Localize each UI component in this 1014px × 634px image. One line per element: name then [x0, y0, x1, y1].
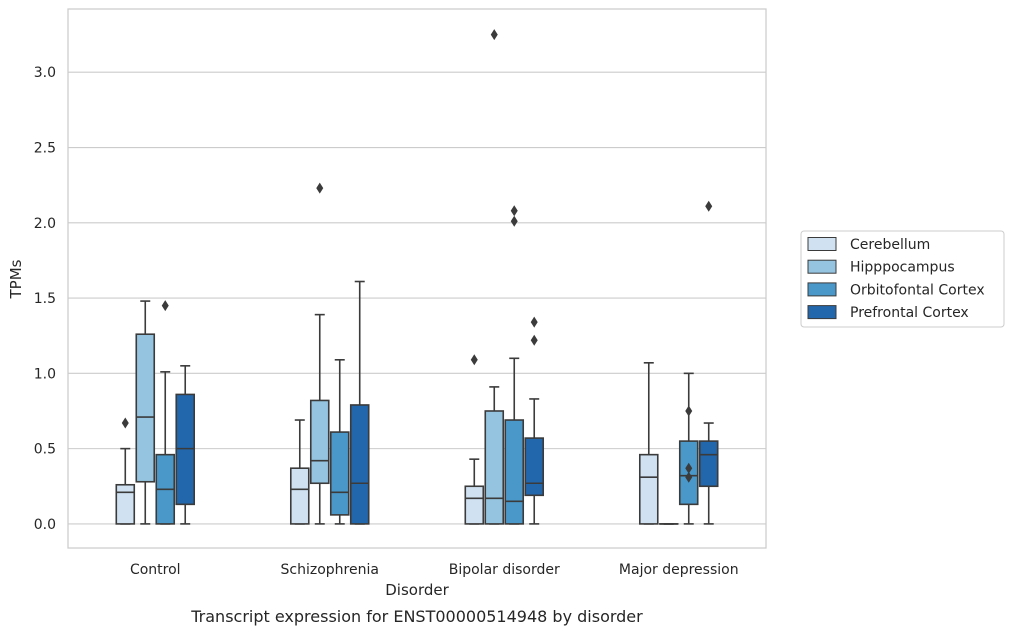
y-tick-label: 2.5 — [34, 141, 56, 157]
legend-label: Cerebellum — [850, 237, 930, 253]
outlier-point — [685, 471, 693, 483]
box-body — [115, 483, 136, 525]
legend-swatch — [807, 282, 837, 297]
outlier-point — [510, 205, 518, 217]
category-group — [115, 300, 196, 525]
x-tick-label: Control — [130, 562, 181, 578]
box — [175, 365, 196, 525]
box-body — [135, 333, 156, 483]
outlier-point — [705, 200, 713, 212]
legend-label: Prefrontal Cortex — [850, 305, 969, 321]
box — [504, 205, 525, 525]
x-tick-label: Major depression — [619, 562, 739, 578]
legend-swatch — [807, 259, 837, 274]
chart-caption: Transcript expression for ENST0000051494… — [190, 607, 643, 626]
y-tick-label: 2.0 — [34, 216, 56, 232]
plot-frame — [67, 8, 767, 549]
outlier-point — [530, 316, 538, 328]
legend-swatch — [807, 237, 837, 251]
box — [464, 354, 485, 525]
legend: Cerebellum Hipppocampus Orbitofontal Corte… — [800, 230, 1005, 328]
outlier-point — [490, 29, 498, 41]
y-tick-label: 0.5 — [34, 442, 56, 458]
outlier-point — [470, 354, 478, 366]
legend-item: Prefrontal Cortex — [807, 305, 969, 321]
box-groups — [115, 29, 719, 525]
x-axis-label: Disorder — [385, 581, 449, 599]
category-group — [638, 200, 719, 525]
box-body — [464, 485, 485, 525]
box-body — [484, 410, 505, 525]
box-body — [638, 453, 659, 525]
box — [115, 417, 136, 525]
box-body — [524, 437, 545, 497]
box-body — [309, 399, 330, 485]
y-tick-label: 3.0 — [34, 65, 56, 81]
x-tick-label: Bipolar disorder — [449, 562, 560, 578]
y-tick-label: 1.5 — [34, 291, 56, 307]
box-body — [329, 431, 350, 516]
box — [484, 29, 505, 525]
y-tick-labels: 0.0 0.5 1.0 1.5 2.0 2.5 3.0 — [34, 65, 56, 533]
y-axis-label: TPMs — [7, 259, 25, 299]
box — [329, 359, 350, 525]
box — [135, 300, 156, 525]
x-tick-label: Schizophrenia — [281, 562, 379, 578]
outlier-point — [685, 462, 693, 474]
x-tick-labels: Control Schizophrenia Bipolar disorder Majo… — [130, 562, 739, 578]
category-group — [464, 29, 545, 525]
box — [289, 419, 310, 525]
box — [698, 200, 719, 525]
box — [638, 362, 659, 525]
legend-frame — [800, 230, 1005, 328]
outlier-point — [161, 300, 169, 312]
outlier-point — [316, 182, 324, 194]
outlier-point — [510, 215, 518, 227]
box — [155, 300, 176, 525]
box — [678, 372, 699, 525]
y-tick-label: 1.0 — [34, 366, 56, 382]
category-group — [289, 182, 370, 525]
box — [309, 182, 330, 525]
legend-item: Cerebellum — [807, 237, 930, 253]
box-body — [504, 419, 525, 525]
box — [349, 280, 370, 525]
y-tick-label: 0.0 — [34, 517, 56, 533]
box-body — [289, 467, 310, 525]
box — [524, 316, 545, 525]
box-body — [698, 440, 719, 488]
legend-item: Hipppocampus — [807, 259, 955, 276]
legend-swatch — [807, 305, 837, 320]
box-body — [349, 404, 370, 525]
outlier-point — [530, 334, 538, 346]
outlier-point — [121, 417, 129, 429]
legend-item: Orbitofontal Cortex — [807, 282, 985, 298]
legend-label: Hipppocampus — [850, 260, 955, 276]
outlier-point — [685, 405, 693, 417]
legend-label: Orbitofontal Cortex — [850, 282, 985, 298]
